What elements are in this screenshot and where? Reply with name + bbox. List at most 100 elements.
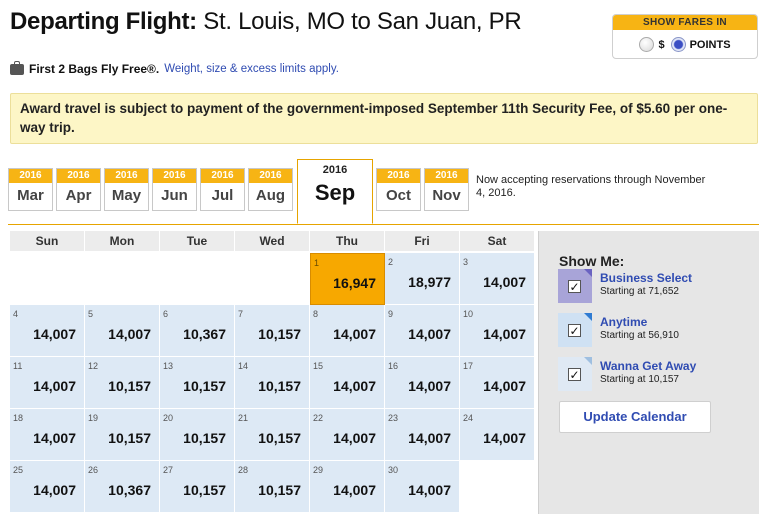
calendar-day-17[interactable]: 17 14,007 — [460, 357, 535, 409]
day-fare-price[interactable]: 14,007 — [483, 326, 526, 342]
calendar-day-5[interactable]: 5 14,007 — [85, 305, 160, 357]
calendar-day-8[interactable]: 8 14,007 — [310, 305, 385, 357]
days-of-week-header: Sun Mon Tue Wed Thu Fri Sat — [10, 231, 535, 251]
show-me-panel: Show Me: ✓ Business Select Starting at 7… — [538, 231, 759, 514]
month-tab-nov[interactable]: 2016 Nov — [424, 168, 469, 211]
day-fare-price[interactable]: 14,007 — [33, 326, 76, 342]
calendar-day-12[interactable]: 12 10,157 — [85, 357, 160, 409]
month-tab-sep[interactable]: 2016 Sep — [297, 159, 373, 224]
calendar-empty-cell — [235, 253, 310, 305]
month-tab-aug[interactable]: 2016 Aug — [248, 168, 293, 211]
calendar-day-27[interactable]: 27 10,157 — [160, 461, 235, 513]
day-fare-price[interactable]: 10,157 — [258, 326, 301, 342]
day-fare-price[interactable]: 16,947 — [333, 275, 376, 291]
day-fare-price[interactable]: 14,007 — [483, 430, 526, 446]
day-number: 26 — [88, 465, 99, 475]
day-number: 15 — [313, 361, 324, 371]
day-fare-price[interactable]: 14,007 — [483, 378, 526, 394]
day-fare-price[interactable]: 14,007 — [408, 482, 451, 498]
update-calendar-button[interactable]: Update Calendar — [559, 401, 711, 433]
month-tab-may[interactable]: 2016 May — [104, 168, 149, 211]
calendar-day-3[interactable]: 3 14,007 — [460, 253, 535, 305]
day-fare-price[interactable]: 14,007 — [408, 326, 451, 342]
day-number: 6 — [163, 309, 169, 319]
day-fare-price[interactable]: 10,367 — [108, 482, 151, 498]
day-fare-price[interactable]: 14,007 — [333, 326, 376, 342]
calendar-day-2[interactable]: 2 18,977 — [385, 253, 460, 305]
calendar-day-28[interactable]: 28 10,157 — [235, 461, 310, 513]
day-fare-price[interactable]: 10,157 — [183, 378, 226, 394]
day-fare-price[interactable]: 10,157 — [108, 378, 151, 394]
day-fare-price[interactable]: 14,007 — [333, 430, 376, 446]
day-fare-price[interactable]: 14,007 — [333, 482, 376, 498]
month-tab-label: Jul — [211, 187, 234, 204]
day-fare-price[interactable]: 14,007 — [333, 378, 376, 394]
day-fare-price[interactable]: 10,157 — [258, 430, 301, 446]
wanna-get-away-label[interactable]: Wanna Get Away — [600, 359, 697, 373]
page-title-route: St. Louis, MO to San Juan, PR — [203, 8, 522, 35]
calendar-day-23[interactable]: 23 14,007 — [385, 409, 460, 461]
calendar-day-6[interactable]: 6 10,367 — [160, 305, 235, 357]
day-fare-price[interactable]: 14,007 — [33, 430, 76, 446]
day-fare-price[interactable]: 14,007 — [108, 326, 151, 342]
anytime-label[interactable]: Anytime — [600, 315, 648, 329]
filter-anytime[interactable]: ✓ Anytime Starting at 56,910 — [558, 313, 748, 347]
dow-thu: Thu — [310, 231, 385, 251]
day-fare-price[interactable]: 10,157 — [183, 430, 226, 446]
month-tab-mar[interactable]: 2016 Mar — [8, 168, 53, 211]
day-fare-price[interactable]: 18,977 — [408, 274, 451, 290]
day-number: 28 — [238, 465, 249, 475]
day-fare-price[interactable]: 10,367 — [183, 326, 226, 342]
calendar-day-26[interactable]: 26 10,367 — [85, 461, 160, 513]
show-fares-heading: SHOW FARES IN — [613, 15, 757, 30]
calendar-day-7[interactable]: 7 10,157 — [235, 305, 310, 357]
bag-limits-link[interactable]: Weight, size & excess limits apply. — [164, 63, 339, 75]
calendar-day-10[interactable]: 10 14,007 — [460, 305, 535, 357]
day-number: 29 — [313, 465, 324, 475]
dollars-radio[interactable] — [639, 37, 655, 52]
suitcase-icon — [10, 60, 24, 75]
business-select-checkbox[interactable]: ✓ — [568, 280, 581, 294]
calendar-empty-cell — [160, 253, 235, 305]
business-select-label[interactable]: Business Select — [600, 271, 693, 285]
calendar-day-11[interactable]: 11 14,007 — [10, 357, 85, 409]
calendar-day-4[interactable]: 4 14,007 — [10, 305, 85, 357]
anytime-checkbox[interactable]: ✓ — [568, 324, 581, 338]
filter-business-select[interactable]: ✓ Business Select Starting at 71,652 — [558, 269, 748, 303]
day-fare-price[interactable]: 10,157 — [258, 378, 301, 394]
calendar-day-18[interactable]: 18 14,007 — [10, 409, 85, 461]
month-tab-jul[interactable]: 2016 Jul — [200, 168, 245, 211]
day-fare-price[interactable]: 14,007 — [33, 482, 76, 498]
day-fare-price[interactable]: 14,007 — [483, 274, 526, 290]
day-fare-price[interactable]: 10,157 — [183, 482, 226, 498]
wanna-get-away-checkbox[interactable]: ✓ — [568, 368, 581, 382]
day-fare-price[interactable]: 10,157 — [258, 482, 301, 498]
calendar-day-30[interactable]: 30 14,007 — [385, 461, 460, 513]
calendar-day-15[interactable]: 15 14,007 — [310, 357, 385, 409]
calendar-day-14[interactable]: 14 10,157 — [235, 357, 310, 409]
day-fare-price[interactable]: 10,157 — [108, 430, 151, 446]
calendar-day-24[interactable]: 24 14,007 — [460, 409, 535, 461]
month-tab-label: Jun — [161, 187, 188, 204]
calendar-day-1[interactable]: 1 16,947 — [310, 253, 385, 305]
day-fare-price[interactable]: 14,007 — [33, 378, 76, 394]
calendar-day-21[interactable]: 21 10,157 — [235, 409, 310, 461]
day-fare-price[interactable]: 14,007 — [408, 378, 451, 394]
month-tab-oct[interactable]: 2016 Oct — [376, 168, 421, 211]
calendar-day-25[interactable]: 25 14,007 — [10, 461, 85, 513]
calendar-day-16[interactable]: 16 14,007 — [385, 357, 460, 409]
points-radio[interactable] — [670, 37, 686, 52]
fare-option-dollars[interactable]: $ — [639, 37, 665, 52]
filter-wanna-get-away[interactable]: ✓ Wanna Get Away Starting at 10,157 — [558, 357, 748, 391]
calendar-day-9[interactable]: 9 14,007 — [385, 305, 460, 357]
month-tab-apr[interactable]: 2016 Apr — [56, 168, 101, 211]
day-fare-price[interactable]: 14,007 — [408, 430, 451, 446]
fare-option-points[interactable]: POINTS — [670, 37, 731, 52]
calendar-day-19[interactable]: 19 10,157 — [85, 409, 160, 461]
calendar-day-22[interactable]: 22 14,007 — [310, 409, 385, 461]
calendar-day-29[interactable]: 29 14,007 — [310, 461, 385, 513]
month-tab-jun[interactable]: 2016 Jun — [152, 168, 197, 211]
dow-fri: Fri — [385, 231, 460, 251]
calendar-day-13[interactable]: 13 10,157 — [160, 357, 235, 409]
calendar-day-20[interactable]: 20 10,157 — [160, 409, 235, 461]
